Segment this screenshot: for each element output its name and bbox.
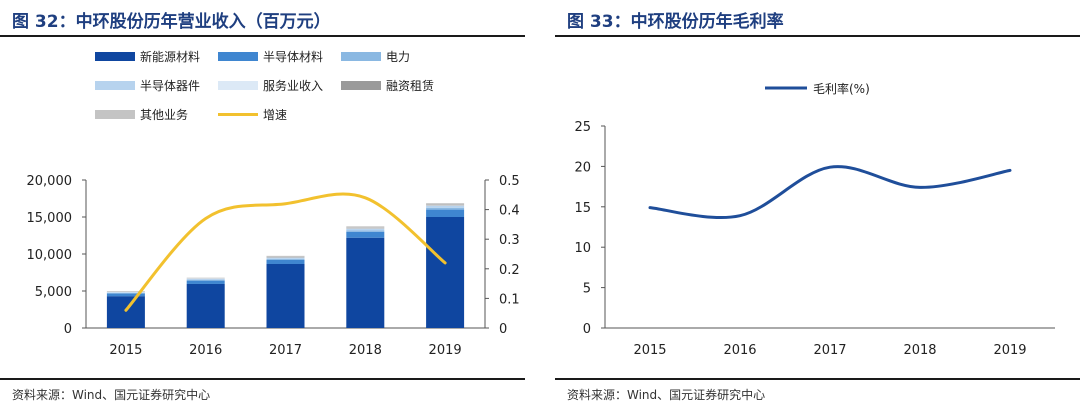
bar-segment [346,227,385,229]
x-tick-label: 2015 [633,343,666,358]
bar-segment [426,205,465,206]
y-tick-label: 15 [574,201,591,216]
bar-segment [106,291,145,293]
y-tick-label: 20 [574,160,591,175]
x-tick-label: 2018 [903,343,936,358]
margin-legend: 毛利率(%) [765,81,870,96]
bar-segment [186,280,225,284]
bar-segment [426,209,465,217]
growth-line [124,192,447,312]
bar-segment [426,217,465,328]
y-tick-label: 15,000 [27,211,73,226]
bar-segment [106,291,145,292]
bar-segment [266,258,305,260]
bar-segment [346,226,385,228]
x-tick-label: 2018 [349,343,382,358]
revenue-chart-source: 资料来源：Wind、国元证券研究中心 [12,388,211,402]
bar-segment [186,278,225,279]
margin-axes: 0 5 10 15 20 25 2015 2016 2017 2018 2019 [574,120,1055,358]
bar-segment [106,296,145,328]
y-tick-label: 10,000 [27,248,73,263]
legend-swatch [95,81,135,90]
legend-label: 电力 [386,50,410,64]
y-tick-label: 0 [64,322,72,337]
legend-label: 半导体材料 [263,50,323,64]
source-divider [0,378,525,380]
y2-tick-label: 0.2 [499,263,520,278]
x-tick-label: 2019 [993,343,1026,358]
y-tick-label: 5 [583,282,591,297]
bar-segment [426,203,465,205]
bar-segment [426,207,465,210]
source-divider [555,378,1080,380]
x-tick-label: 2016 [189,343,222,358]
margin-chart: 毛利率(%) 0 5 10 15 20 25 2015 2016 2017 2018 2019 [574,81,1055,358]
y2-tick-label: 0.5 [499,174,520,189]
legend-label: 其他业务 [140,107,188,122]
margin-chart-source: 资料来源：Wind、国元证券研究中心 [567,388,766,402]
bar-segment [186,278,225,280]
y-tick-label: 10 [574,241,591,256]
bar-segment [426,204,465,206]
margin-chart-title: 图 33：中环股份历年毛利率 [567,12,784,32]
y-tick-label: 20,000 [27,174,73,189]
title-divider [0,35,525,37]
bar-segment [346,230,385,232]
y-tick-label: 0 [583,322,591,337]
y2-tick-label: 0.1 [499,292,520,307]
legend-swatch [95,110,135,119]
legend-swatch [218,81,258,90]
bar-segment [266,257,305,259]
legend-swatch [95,52,135,61]
legend-label: 融资租赁 [386,79,434,93]
legend-swatch [218,52,258,61]
y2-tick-label: 0.3 [499,233,520,248]
bar-segment [186,279,225,281]
margin-chart-panel: 图 33：中环股份历年毛利率 毛利率(%) 0 5 10 15 20 25 2015 2016… [555,0,1080,413]
y2-tick-label: 0.4 [499,204,520,219]
revenue-bars [106,203,465,328]
x-tick-label: 2015 [109,343,142,358]
legend-label: 新能源材料 [140,49,200,64]
bar-segment [106,292,145,293]
bar-segment [346,231,385,238]
bar-segment [266,263,305,328]
legend-label: 半导体器件 [140,79,200,93]
bar-segment [346,228,385,231]
revenue-chart-title: 图 32：中环股份历年营业收入（百万元） [12,12,331,32]
bar-segment [266,257,305,258]
bar-segment [266,255,305,257]
x-tick-label: 2017 [813,343,846,358]
legend-label: 增速 [263,108,287,122]
legend-label: 服务业收入 [263,78,323,93]
bar-segment [346,237,385,328]
x-tick-label: 2019 [429,343,462,358]
legend-swatch [341,52,381,61]
x-tick-label: 2016 [723,343,756,358]
legend-label: 毛利率(%) [813,81,870,96]
y2-tick-label: 0 [499,322,507,337]
bar-segment [106,293,145,297]
revenue-axes: 0 5,000 10,000 15,000 20,000 0 0.1 0.2 0.3 0.4 0.5… [27,174,520,358]
bar-segment [186,283,225,328]
y-tick-label: 25 [574,120,591,135]
y-tick-label: 5,000 [35,285,72,300]
bar-segment [186,277,225,279]
x-tick-label: 2017 [269,343,302,358]
bar-segment [106,292,145,294]
bar-segment [266,256,305,258]
title-divider [555,35,1080,37]
margin-line-path [648,165,1012,220]
bar-segment [266,259,305,264]
revenue-chart-panel: 图 32：中环股份历年营业收入（百万元） 新能源材料 半导体材料 电力半导体器件 服务… [0,0,525,413]
growth-line-path [124,192,447,312]
margin-line [648,165,1012,220]
bar-segment [346,228,385,229]
bar-segment [426,205,465,208]
legend-swatch [341,81,381,90]
